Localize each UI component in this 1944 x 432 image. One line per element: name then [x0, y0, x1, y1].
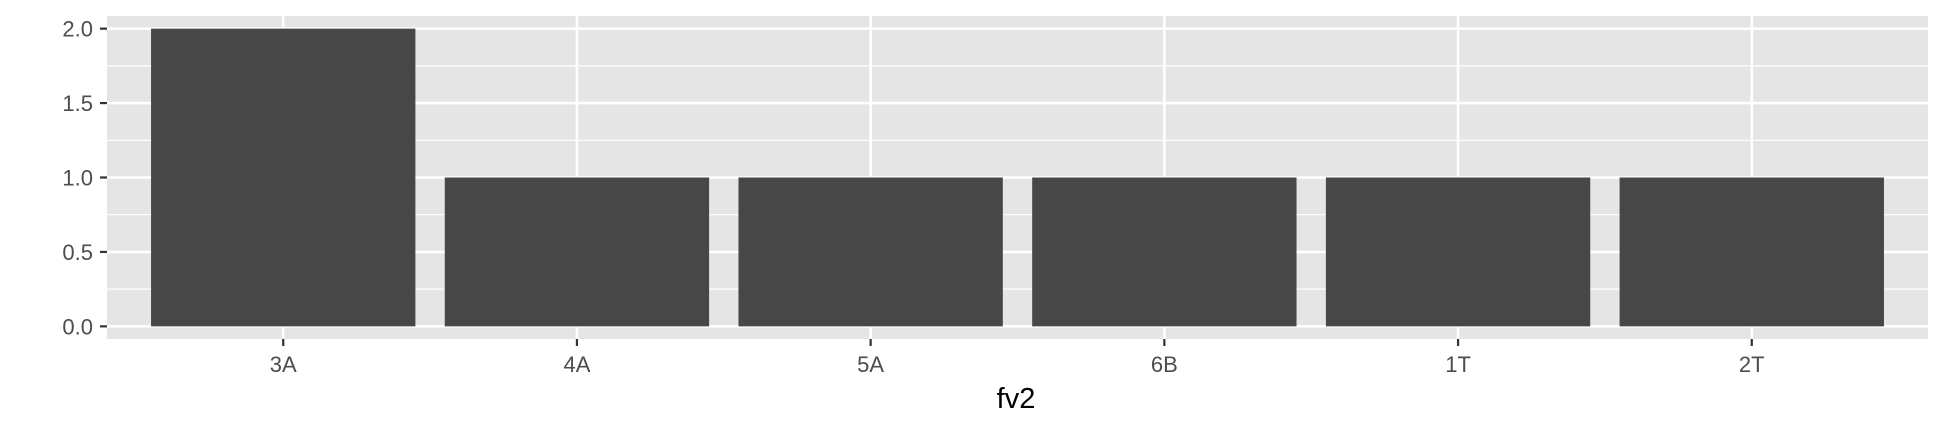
x-tick-label: 1T [1445, 352, 1471, 377]
x-tick-label: 6B [1151, 352, 1178, 377]
x-axis-title: fv2 [997, 383, 1036, 415]
bar-4A [444, 177, 710, 327]
x-tick-label: 4A [563, 352, 590, 377]
x-axis: 3A 4A 5A 6B 1T 2T [270, 339, 1765, 377]
bar-1T [1325, 177, 1591, 327]
y-tick-label: 1.5 [62, 91, 93, 116]
x-tick-label: 2T [1739, 352, 1765, 377]
bar-5A [738, 177, 1003, 327]
y-tick-label: 1.0 [62, 166, 93, 191]
bar-6B [1032, 177, 1297, 327]
bar-3A [151, 28, 416, 327]
y-tick-label: 0.5 [62, 240, 93, 265]
y-tick-label: 0.0 [62, 314, 93, 339]
y-tick-label: 2.0 [62, 17, 93, 42]
x-tick-label: 5A [857, 352, 884, 377]
bars [151, 28, 1884, 327]
x-tick-label: 3A [270, 352, 297, 377]
bar-2T [1619, 177, 1884, 327]
y-axis: 0.0 0.5 1.0 1.5 2.0 [62, 17, 107, 339]
